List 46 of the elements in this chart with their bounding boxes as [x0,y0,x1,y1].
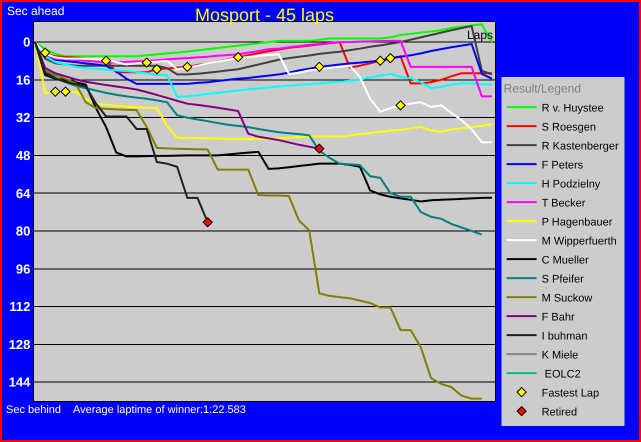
legend-label: M Wipperfuerth [542,235,617,248]
point [152,64,162,74]
legend-label: H Podzielny [542,178,601,190]
y-axis-title: Sec ahead [7,4,64,18]
y-tick-label: 144 [8,374,32,390]
legend-label: S Roesgen [542,121,596,134]
point [50,86,60,97]
point [375,56,386,66]
legend-label: R v. Huystee [542,102,604,114]
legend-title: Result/Legend [504,82,581,96]
legend-label: R Kastenberger [542,140,619,152]
point [101,56,112,66]
legend-label: M Suckow [542,292,592,304]
legend-label: I buhman [542,330,588,342]
point [396,100,406,110]
legend-label: T Becker [542,197,586,210]
y-tick-label: 16 [16,72,30,88]
point [385,53,396,64]
point [233,52,244,62]
y-tick-label: 32 [16,110,30,126]
point [40,48,50,58]
legend-label: K Miele [542,349,578,362]
y-tick-label: 80 [16,224,30,239]
legend-label: P Hagenbauer [542,216,613,228]
point [202,217,213,228]
y-tick-label: 0 [23,34,30,50]
point [142,58,152,68]
legend-label: S Pfeifer [542,273,584,286]
y-tick-label: 128 [8,336,30,352]
text: Sec behind [6,404,62,416]
point [182,62,192,72]
legend-label: F Peters [542,159,584,172]
y-tick-label: 112 [9,299,30,314]
y-tick-label: 48 [16,148,30,163]
point [60,86,71,97]
legend-label: Fastest Lap [542,387,600,400]
legend-label: Retired [542,406,578,418]
point [314,62,324,72]
point [314,144,324,154]
legend-label: EOLC2 [542,368,581,380]
legend-label: F Bahr [542,311,575,324]
y-tick-label: 64 [16,186,32,201]
text: Average laptime of winner:1:22.583 [73,404,246,416]
y-tick-label: 96 [16,261,30,276]
legend-label: C Mueller [542,254,590,266]
chart-title: Mosport - 45 laps [194,5,334,25]
